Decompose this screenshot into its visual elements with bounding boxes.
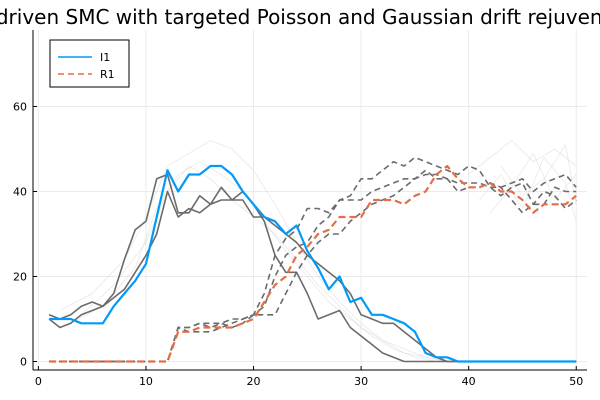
faint-traces	[59, 139, 577, 362]
sample-trace	[49, 173, 577, 363]
faint-trace	[468, 139, 577, 175]
faint-trace	[81, 165, 448, 362]
axes: 0 10 20 30 40 50 0 20 40 60	[13, 30, 587, 388]
faint-trace	[489, 152, 577, 214]
sample-trace	[49, 156, 577, 363]
faint-trace	[70, 161, 458, 362]
x-tick-label: 10	[139, 375, 153, 388]
x-tick-label: 0	[35, 375, 42, 388]
faint-trace	[479, 156, 577, 222]
legend-label-i1: I1	[100, 51, 110, 64]
y-tick-label: 40	[13, 186, 27, 199]
x-tick-label: 20	[247, 375, 261, 388]
legend: I1 R1	[49, 39, 130, 88]
y-tick-label: 0	[20, 356, 27, 369]
x-tick-label: 40	[462, 375, 476, 388]
main-series	[49, 164, 577, 363]
chart-title: Data-driven SMC with targeted Poisson an…	[0, 5, 600, 29]
x-tick-label: 30	[354, 375, 368, 388]
legend-box	[49, 39, 130, 88]
y-tick-label: 20	[13, 271, 27, 284]
series-line-i1	[49, 164, 577, 363]
legend-label-r1: R1	[100, 68, 115, 81]
y-tick-label: 60	[13, 101, 27, 114]
x-tick-label: 50	[569, 375, 583, 388]
faint-trace	[59, 140, 469, 362]
